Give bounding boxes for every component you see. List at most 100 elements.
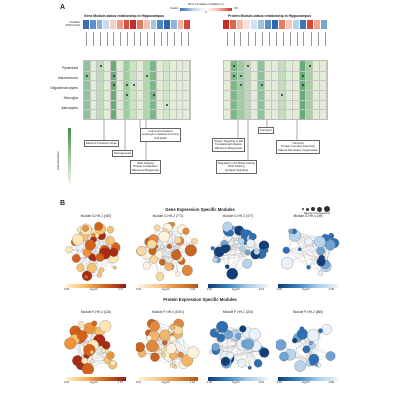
network-edges [208, 320, 270, 370]
network-node [65, 246, 73, 254]
colorbar-p-hh-1 [208, 377, 268, 381]
fold-enrichment-colorbar [68, 128, 71, 183]
network-node [105, 236, 115, 246]
protein-heat-cell [257, 20, 265, 29]
network-p-hh-1 [206, 316, 270, 374]
significance-dot [86, 74, 89, 77]
celltype-oligodendrocytes: Oligodendrocytes [50, 86, 78, 90]
gene-heat-cell [83, 20, 90, 29]
network-node [170, 222, 176, 227]
network-node [234, 240, 239, 245]
module-id-tick [275, 32, 277, 46]
network-node [324, 239, 336, 251]
network-node [155, 272, 165, 281]
network-node [159, 329, 171, 341]
network-g-hh-1 [64, 220, 128, 282]
colorbar-p-hh-3-axis: log₂FC [90, 381, 98, 384]
significance-dot [152, 93, 155, 96]
network-node [91, 232, 96, 238]
network-edge [156, 321, 173, 327]
network-node [146, 340, 159, 353]
network-node [247, 365, 252, 370]
protein-heat-cell [286, 20, 293, 29]
network-node [159, 258, 166, 266]
annotation-cell-communication: Cell communication Leukocyte mediated imm… [140, 128, 181, 142]
network-node [158, 230, 170, 243]
network-node [82, 224, 89, 232]
network-node [161, 352, 167, 358]
network-node [83, 344, 96, 357]
colorbar-g-hh-1-max: 3.72 [118, 288, 124, 291]
network-edge [230, 232, 248, 264]
network-node [216, 320, 229, 333]
panel-a-letter: A [60, 4, 66, 11]
network-node [237, 358, 247, 368]
network-node [294, 360, 306, 372]
gene-correlation-heatmap [83, 20, 191, 29]
network-node [113, 265, 117, 270]
protein-specific-title: Protein Expression Specific Modules [163, 297, 237, 302]
module-id-tick [282, 32, 284, 46]
network-node [242, 258, 253, 269]
colorbar-g-hh-2-max: 2.46 [190, 288, 196, 291]
annotation-electron-transport: Electron Transport Chain [84, 140, 119, 147]
significance-dot [165, 103, 168, 106]
network-node [187, 346, 200, 359]
colorbar-p-hh-4-axis: log₂FC [162, 381, 170, 384]
network-node [136, 342, 145, 353]
network-node [239, 325, 247, 333]
colorbar-g-hh-2-axis: log₂FC [162, 288, 170, 291]
gene-heat-cell [110, 20, 117, 29]
colorbar-g-hh-3-max: -0.19 [258, 288, 264, 291]
network-edge [162, 239, 178, 263]
significance-dot [281, 93, 284, 96]
network-node [328, 232, 335, 239]
network-node [220, 356, 231, 366]
network-edge [159, 239, 178, 277]
gene-heat-cell [130, 20, 137, 29]
network-node [90, 359, 95, 364]
significance-dot [308, 64, 311, 67]
module-id-tick [153, 32, 155, 46]
significance-dot [301, 74, 304, 77]
network-node [64, 337, 77, 350]
module-id-tick [93, 32, 94, 46]
network-node [154, 224, 161, 231]
network-node [237, 237, 245, 245]
celltype-microglia: Microglia [63, 96, 78, 100]
network-node [76, 330, 88, 341]
network-node [109, 247, 119, 257]
protein-heat-cell [279, 20, 286, 29]
network-node [146, 239, 157, 250]
network-node [325, 351, 336, 361]
network-node [136, 245, 147, 256]
colorbar-p-hh-1-axis: log₂FC [232, 381, 240, 384]
network-edge [220, 337, 259, 364]
enrichment-row-line [84, 80, 190, 82]
protein-heat-cell [223, 20, 230, 29]
significance-dot [132, 84, 135, 87]
annotation-connectors [103, 120, 298, 160]
colorbar-p-hh-4-min: 0.21 [136, 381, 142, 384]
annotation-transport-complex: Transport Protein Complex Assembly Plasma … [276, 140, 321, 154]
gene-heat-cell [143, 20, 151, 29]
network-node [181, 265, 193, 276]
module-p-hh-3-title: Module P-HH-3 (126) [80, 310, 112, 314]
network-node [223, 329, 233, 340]
colorbar-p-hh-4 [138, 377, 198, 381]
module-id-tick [289, 32, 291, 46]
significance-dot [260, 84, 263, 87]
network-node [249, 232, 257, 241]
network-edge [308, 241, 321, 274]
gene-heat-cell [184, 20, 191, 29]
network-node [165, 343, 177, 354]
network-node [211, 343, 220, 352]
network-node [288, 228, 294, 234]
enrichment-row-line [224, 90, 327, 91]
protein-heat-cell [314, 20, 321, 29]
module-id-tick [113, 32, 115, 46]
network-node [174, 236, 182, 244]
network-node [84, 275, 89, 279]
colorbar-p-hh-1-max: -0.19 [258, 381, 264, 384]
network-node [246, 238, 256, 248]
